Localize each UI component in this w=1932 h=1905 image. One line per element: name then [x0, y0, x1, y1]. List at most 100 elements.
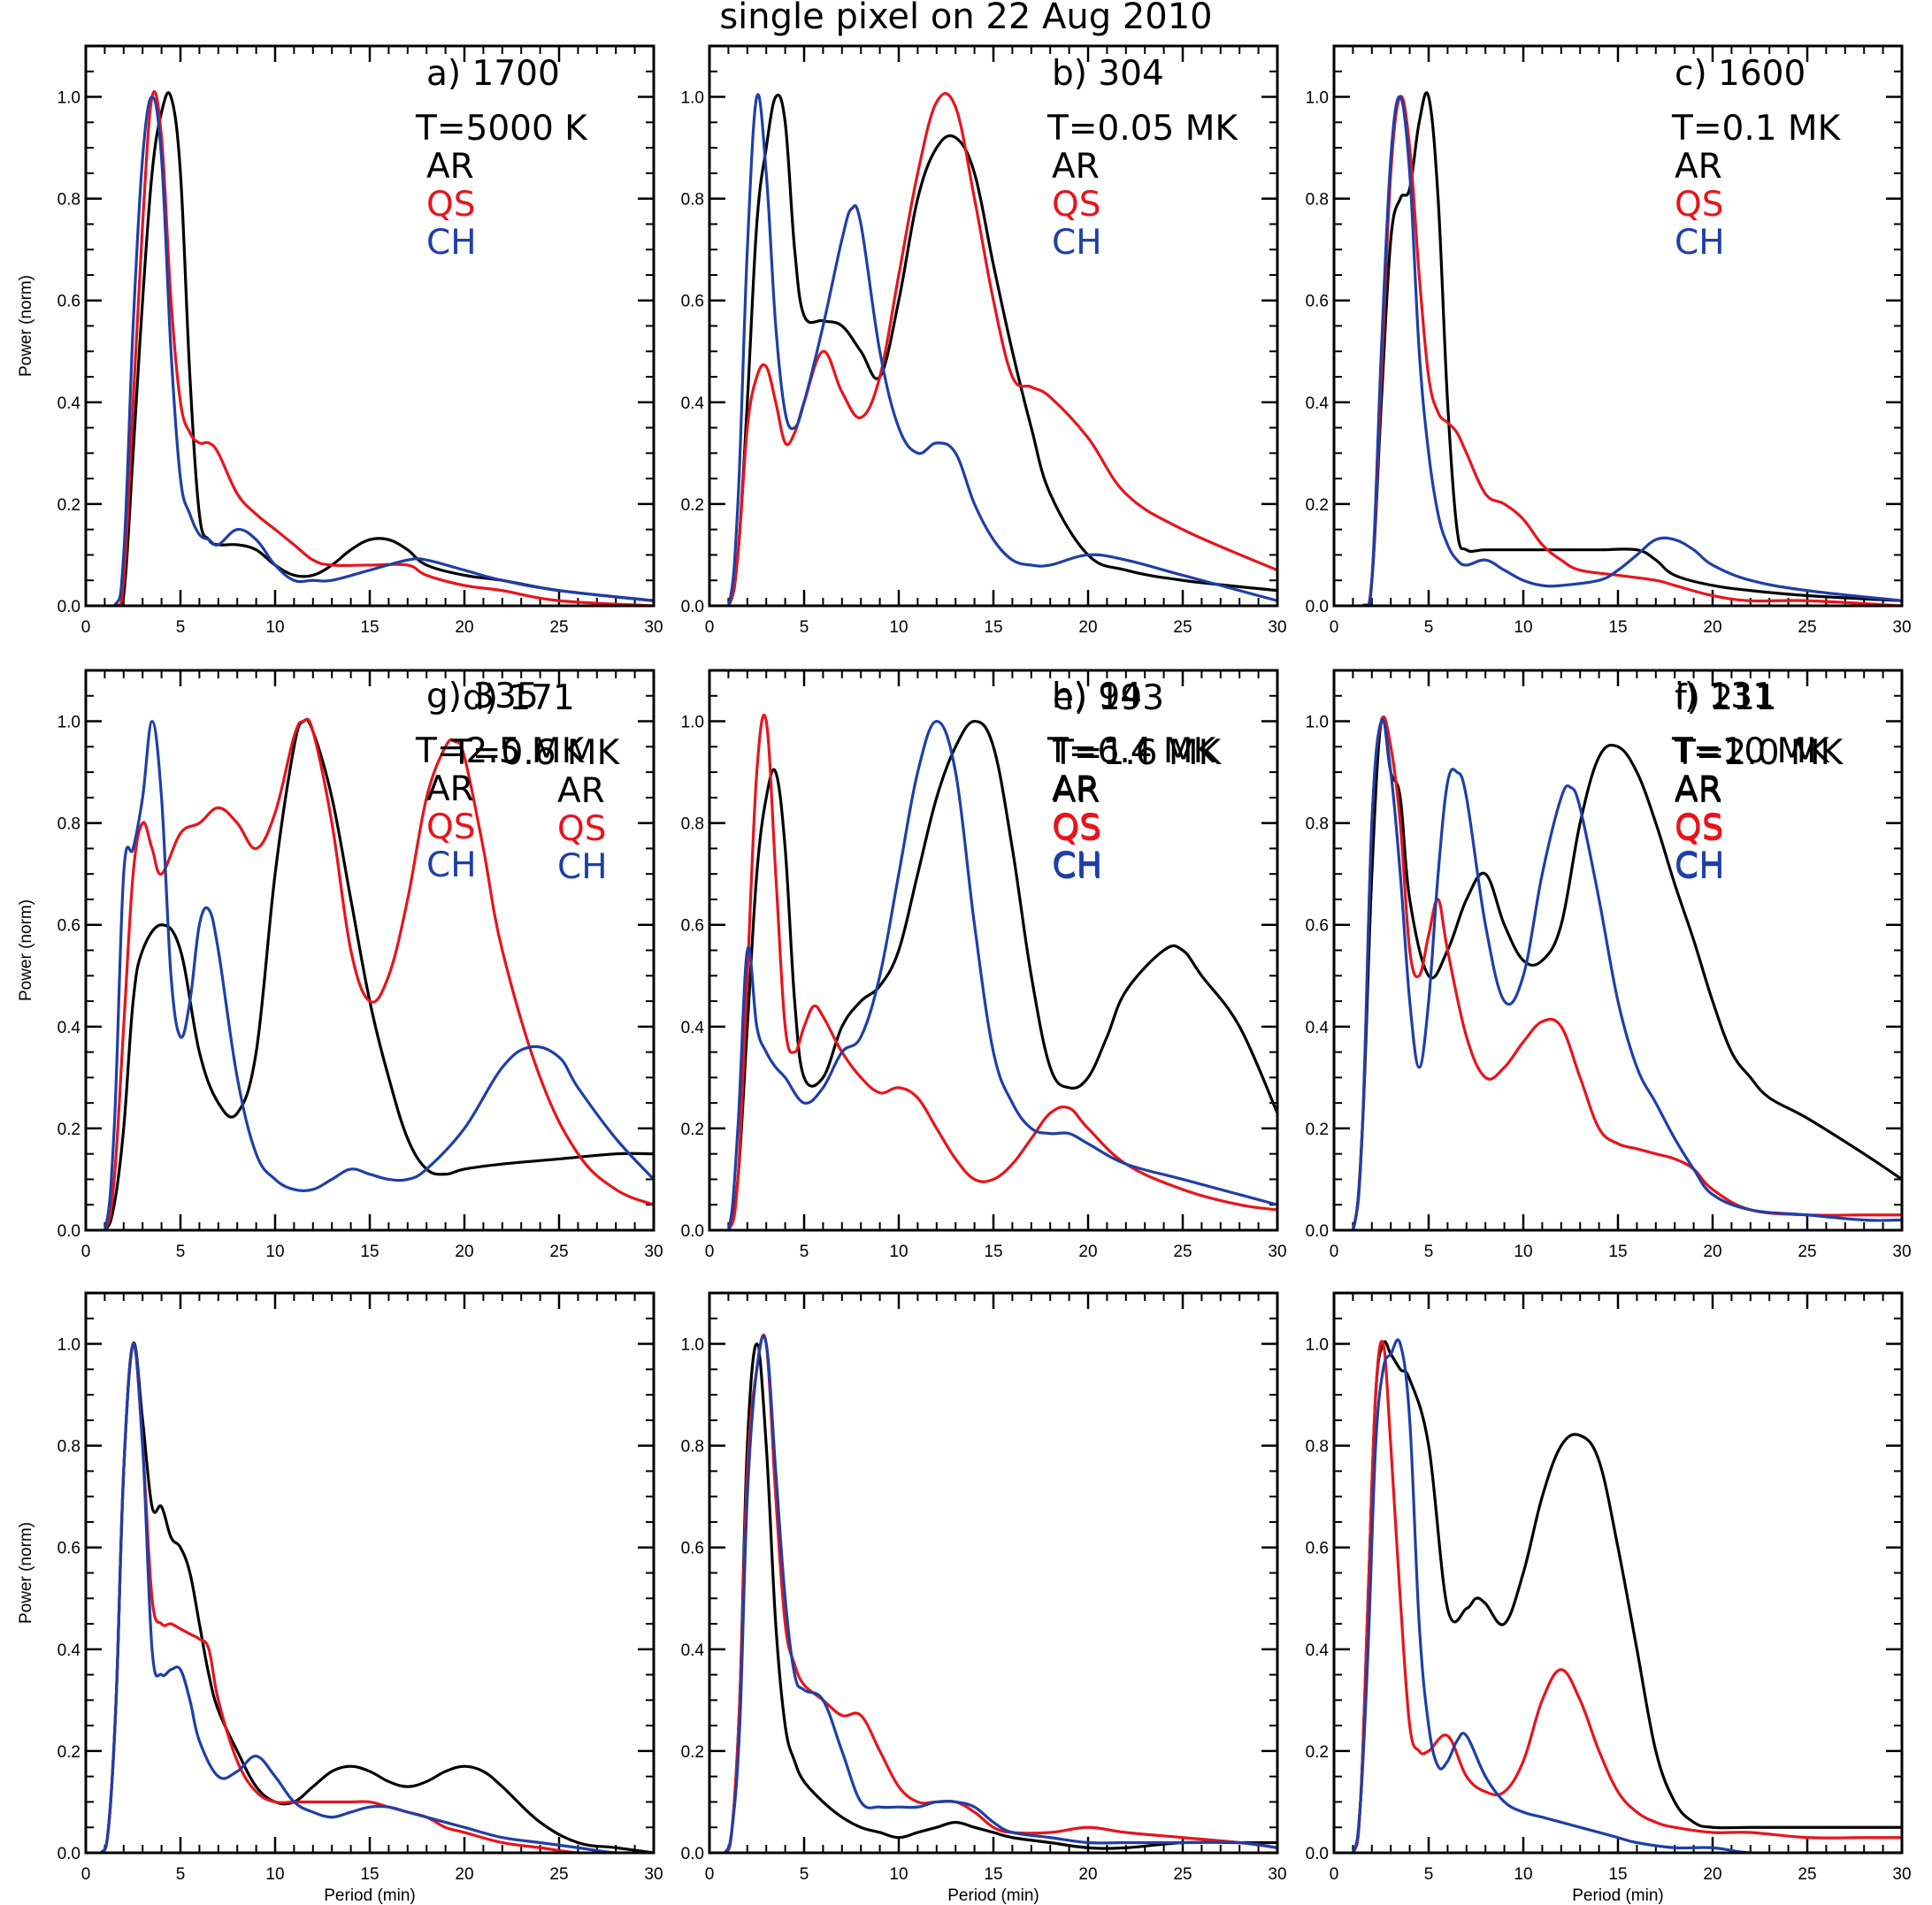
y-tick-label: 0.6	[58, 917, 80, 936]
x-tick-label: 30	[644, 1243, 663, 1261]
panel-g: 0 5 10 15 20 25 30 0.0 0.2 0.4 0.6 0.8 1.0 Power (nor…	[17, 677, 663, 1905]
series-line-qs	[86, 89, 654, 606]
x-tick-label: 15	[1608, 618, 1627, 637]
legend-ar: AR	[1053, 771, 1100, 811]
y-tick-label: 1.0	[1306, 1336, 1329, 1355]
legend-ch: CH	[1675, 223, 1725, 263]
x-tick-label: 10	[265, 1243, 284, 1261]
x-tick-label: 10	[1514, 1243, 1532, 1261]
y-tick-label: 1.0	[58, 714, 80, 732]
panel-h: 0 5 10 15 20 25 30 0.0 0.2 0.4 0.6 0.8 1.0 Period (mi…	[681, 677, 1287, 1905]
series-line-ch	[86, 719, 654, 1230]
legend-ch: CH	[1675, 847, 1725, 887]
y-tick-label: 1.0	[1306, 714, 1329, 732]
x-tick-label: 25	[1173, 1865, 1192, 1884]
temperature-label: T=2.5 MK	[415, 731, 586, 771]
temperature-label: T=10 MK	[1671, 731, 1830, 771]
x-tick-label: 15	[1608, 1865, 1627, 1884]
y-tick-label: 0.0	[58, 598, 80, 616]
y-tick-label: 0.2	[1306, 1743, 1329, 1762]
y-tick-label: 0.6	[1306, 293, 1329, 311]
panel-label: c) 1600	[1675, 54, 1806, 94]
panel-label: e) 193	[1053, 678, 1164, 718]
x-tick-label: 10	[265, 1865, 284, 1884]
series-line-qs	[709, 714, 1277, 1230]
x-tick-label: 5	[1424, 1243, 1434, 1261]
x-tick-label: 20	[1078, 1865, 1097, 1884]
panel-label: a) 1700	[426, 54, 560, 94]
x-tick-label: 25	[1173, 618, 1192, 637]
legend-ch: CH	[1052, 845, 1102, 885]
y-tick-label: 0.6	[1306, 917, 1329, 936]
y-tick-label: 0.8	[681, 815, 704, 834]
legend-ar: AR	[1052, 147, 1100, 187]
temperature-label: T=0.05 MK	[1046, 109, 1238, 149]
panel-a: 0 5 10 15 20 25 30 0.0 0.2 0.4 0.6 0.8 1.0 Power (nor…	[17, 44, 663, 637]
plot-frame	[708, 1291, 1279, 1855]
y-tick-label: 0.4	[58, 1641, 81, 1660]
y-tick-label: 0.8	[1306, 191, 1329, 210]
x-tick-label: 10	[889, 1865, 908, 1884]
x-tick-label: 5	[1424, 1865, 1434, 1884]
y-tick-label: 0.4	[1306, 394, 1330, 413]
temperature-label: T=1.6 MK	[1052, 733, 1223, 773]
series-line-ch	[86, 95, 654, 606]
x-tick-label: 0	[705, 1243, 715, 1261]
y-tick-label: 0.0	[58, 1845, 80, 1863]
y-tick-label: 1.0	[681, 89, 704, 108]
series-line-qs	[86, 1342, 654, 1853]
legend-ch: CH	[557, 847, 608, 887]
series-line-ch	[709, 1335, 1277, 1853]
legend-ar: AR	[1675, 771, 1722, 811]
x-tick-label: 20	[455, 1865, 473, 1884]
y-tick-label: 0.2	[681, 1743, 704, 1762]
y-tick-label: 0.8	[58, 1438, 80, 1457]
legend-qs: QS	[1675, 185, 1723, 225]
y-tick-label: 0.6	[681, 293, 704, 311]
x-tick-label: 5	[176, 1243, 186, 1261]
x-tick-label: 30	[1268, 1243, 1286, 1261]
x-tick-label: 0	[81, 618, 91, 637]
x-tick-label: 15	[984, 1865, 1002, 1884]
x-tick-label: 20	[1703, 1865, 1721, 1884]
y-tick-label: 0.0	[681, 1222, 704, 1241]
legend-ar: AR	[1675, 769, 1722, 809]
legend-qs: QS	[426, 185, 475, 225]
series-line-ch	[1334, 95, 1902, 606]
panel-e: 0 5 10 15 20 25 30 0.0 0.2 0.4 0.6 0.8 1.0 e) 193 T=1.…	[681, 669, 1287, 1261]
x-tick-label: 25	[1173, 1243, 1192, 1261]
temperature-label: T=0.1 MK	[1671, 109, 1842, 149]
x-tick-label: 15	[1608, 1243, 1627, 1261]
x-tick-label: 15	[984, 1243, 1002, 1261]
y-tick-label: 0.8	[1306, 1438, 1329, 1457]
x-tick-label: 30	[1268, 618, 1286, 637]
x-tick-label: 0	[81, 1865, 91, 1884]
series-line-qs	[1334, 715, 1902, 1230]
x-tick-label: 30	[1892, 1243, 1911, 1261]
legend-ar: AR	[426, 147, 474, 187]
x-tick-label: 20	[1703, 1243, 1721, 1261]
y-tick-label: 0.4	[681, 394, 705, 413]
series-line-ch	[1334, 1338, 1902, 1853]
x-tick-label: 10	[1514, 618, 1532, 637]
legend-ch: CH	[1675, 845, 1725, 885]
panel-label: f) 211	[1675, 678, 1777, 718]
series-line-ch	[709, 719, 1277, 1230]
plot-frame	[84, 1291, 656, 1855]
y-tick-label: 1.0	[58, 1336, 80, 1355]
x-tick-label: 15	[360, 1243, 379, 1261]
y-tick-label: 0.2	[58, 1743, 80, 1762]
x-tick-label: 5	[800, 1865, 809, 1884]
temperature-label: T=0.6 MK	[450, 733, 621, 773]
x-tick-label: 5	[800, 1243, 809, 1261]
legend-ch: CH	[426, 223, 477, 263]
legend-ar: AR	[426, 769, 474, 809]
plot-frame	[1332, 44, 1904, 608]
x-axis-label: Period (min)	[324, 1886, 415, 1905]
x-tick-label: 0	[1330, 1865, 1339, 1884]
legend-qs: QS	[1052, 807, 1100, 847]
series-line-ar	[709, 719, 1277, 1230]
panel-d: 0 5 10 15 20 25 30 0.0 0.2 0.4 0.6 0.8 1.0 Power (nor…	[17, 669, 663, 1261]
plot-frame	[1332, 669, 1904, 1232]
